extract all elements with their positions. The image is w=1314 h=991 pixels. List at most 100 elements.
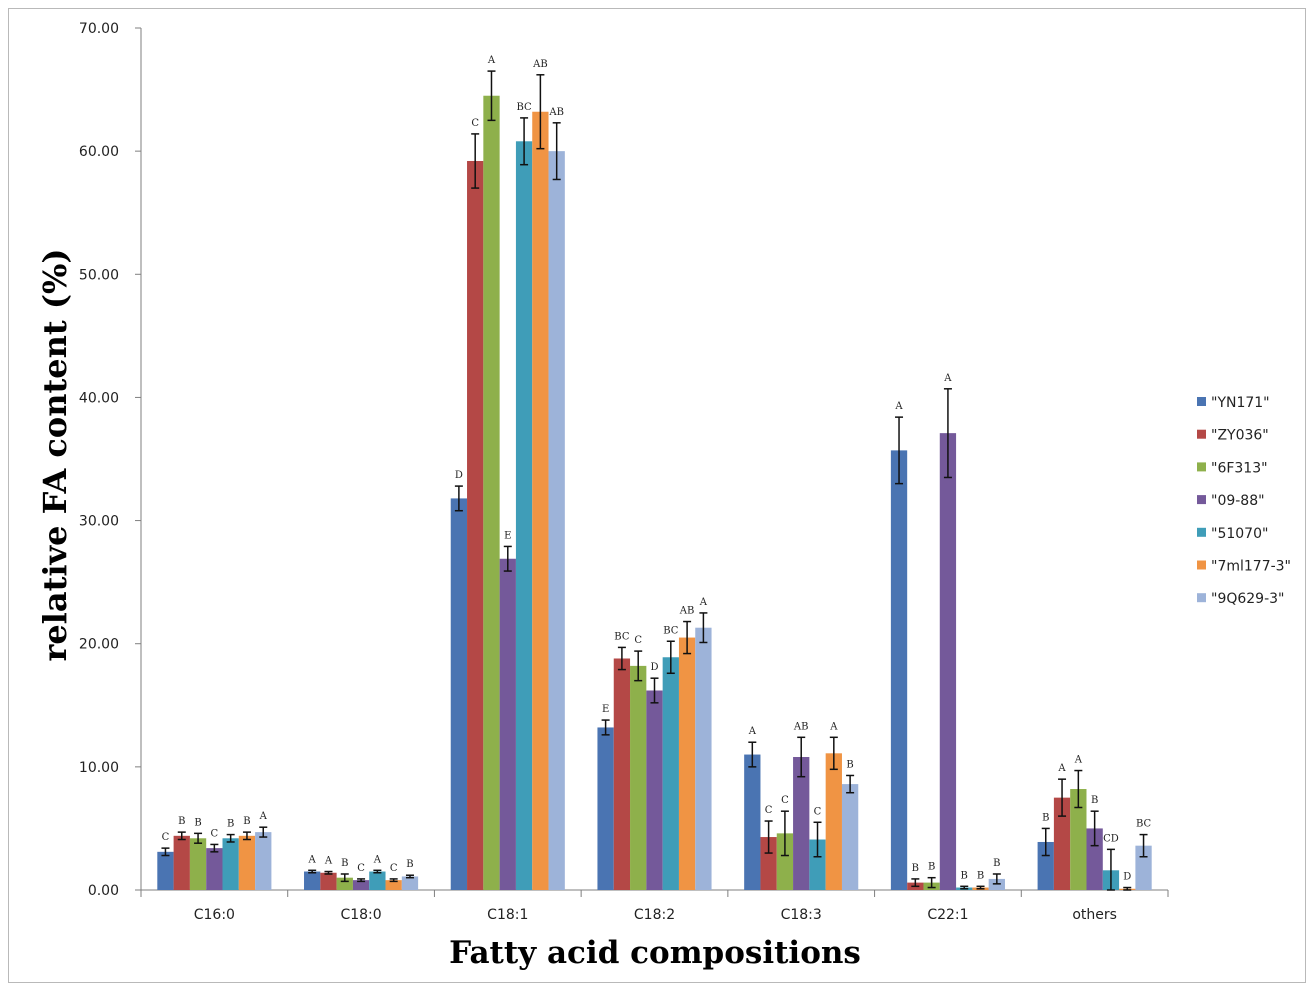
significance-letter: BC [663,625,679,636]
bar-group: C [760,805,777,890]
bar [483,95,500,890]
legend-swatch [1197,429,1206,439]
bar-group: A [695,597,712,890]
bar-group: A [483,55,500,890]
significance-letter: D [650,662,658,673]
x-category-label: C18:0 [340,907,381,923]
significance-letter: B [227,819,234,830]
y-axis-title: relative FA content (%) [36,248,74,661]
y-tick-label: 50.00 [79,267,119,283]
significance-letter: A [699,597,708,608]
bar-group: AB [793,721,810,890]
significance-letter: C [781,795,789,806]
significance-letter: AB [532,59,548,70]
significance-letter: D [455,470,463,481]
bar-group: C [385,863,402,890]
significance-letter: B [912,863,919,874]
bar-group: CD [1102,833,1120,891]
significance-letter: B [993,858,1000,869]
significance-letter: B [243,816,250,827]
significance-letter: C [211,828,219,839]
bar-group: B [238,816,256,890]
legend-item: "6F313" [1197,460,1268,476]
bar [320,872,337,890]
bar [532,111,549,891]
legend-item: "51070" [1197,526,1268,542]
significance-letter: A [1057,763,1066,774]
bar-group: A [1053,763,1071,890]
bar [890,450,908,890]
legend-item: "ZY036" [1197,428,1269,444]
bar-group: C [352,863,370,890]
significance-letter: BC [516,102,532,113]
bar [825,753,842,890]
legend-swatch [1197,560,1206,570]
x-category-label: others [1072,907,1117,923]
y-tick-label: 0.00 [88,883,119,899]
significance-letter: BC [614,631,630,642]
bar [1053,797,1071,890]
bar [841,784,859,890]
significance-letter: A [373,854,382,865]
significance-letter: E [504,530,511,541]
bar [222,838,239,890]
significance-letter: AB [793,721,809,732]
bar [597,727,614,890]
bar [336,877,353,890]
significance-letter: A [324,856,333,867]
legend-label: "ZY036" [1211,428,1269,444]
significance-letter: A [748,726,757,737]
bar-group: C [630,635,647,890]
bar-group: A [825,721,842,890]
bar [515,141,533,890]
bar [157,851,174,890]
y-tick-label: 70.00 [79,21,119,37]
bar-group: E [499,530,516,890]
legend-item: "9Q629-3" [1197,591,1285,607]
bar-group: B [222,819,239,890]
bar-group: C [776,795,794,890]
x-category-label: C22:1 [927,907,968,923]
bar-group: A [369,854,386,890]
bar-group: A [744,726,761,890]
bar-group: AB [548,107,565,891]
significance-letter: C [162,832,170,843]
bar [1135,845,1152,890]
bar-group: B [401,859,419,890]
bar [760,837,777,890]
bar [499,558,516,890]
bar [695,627,712,890]
bar-group: B [988,858,1005,890]
legend-swatch [1197,462,1206,472]
significance-letter: A [487,55,496,66]
x-category-label: C18:2 [634,907,675,923]
bar-group: C [206,828,223,890]
bar-group: B [923,862,940,890]
legend-item: "09-88" [1197,493,1265,509]
bar [744,754,761,890]
legend: "YN171" "ZY036" "6F313" "09-88" "51070" "7ml1… [1197,395,1291,607]
significance-letter: B [977,870,984,881]
x-category-label: C18:3 [781,907,822,923]
bar-group: B [1086,795,1103,890]
legend-swatch [1197,495,1206,505]
significance-letter: D [1123,872,1131,883]
legend-label: "6F313" [1211,460,1268,476]
significance-letter: A [943,373,952,384]
bar-group: B [336,858,353,890]
bar [238,835,256,890]
significance-letter: B [846,759,853,770]
legend-swatch [1197,397,1206,406]
bar [776,833,794,890]
legend-label: "7ml177-3" [1211,559,1291,575]
bar [352,880,370,890]
significance-letter: B [1091,795,1098,806]
y-tick-label: 30.00 [79,514,119,530]
significance-letter: AB [548,107,564,118]
x-category-label: C18:1 [487,907,528,923]
x-axis-categories: C16:0 C18:0 C18:1 C18:2 C18:3 C22:1 others [140,890,1169,923]
significance-letter: C [390,863,398,874]
legend-swatch [1197,527,1206,537]
bar [613,658,631,890]
